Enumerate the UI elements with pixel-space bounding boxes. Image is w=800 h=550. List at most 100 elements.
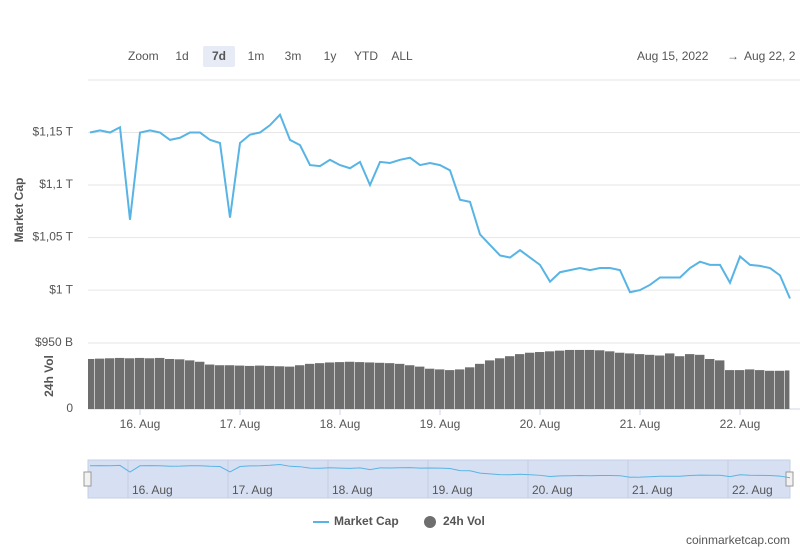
zoom-button[interactable]: 1d [175,49,188,63]
zoom-button[interactable]: 1m [248,49,265,63]
volume-bar [685,354,695,409]
volume-bar [305,363,315,409]
x-tick-label: 20. Aug [520,417,561,431]
navigator-label: 21. Aug [632,483,673,497]
x-tick-label: 17. Aug [220,417,261,431]
volume-bar [175,359,185,409]
volume-bar [245,365,255,409]
zoom-button[interactable]: 7d [212,49,226,63]
volume-bar [545,351,555,409]
volume-bar [155,357,165,409]
volume-bar [205,364,215,409]
volume-bar [125,358,135,409]
x-tick-label: 18. Aug [320,417,361,431]
volume-bar [345,361,355,409]
volume-bar [225,365,235,409]
volume-bar [335,362,345,409]
y2-tick-label: 0 [66,401,73,415]
volume-bar [515,354,525,409]
x-tick-label: 22. Aug [720,417,761,431]
volume-bar [495,358,505,409]
volume-bar [445,370,455,409]
volume-bar [215,365,225,409]
legend-label[interactable]: Market Cap [334,514,399,528]
volume-bar [375,362,385,409]
volume-bar [505,356,515,409]
y2-tick-label: $950 B [35,335,73,349]
volume-bar [145,358,155,409]
volume-bar [775,370,785,409]
volume-bar [355,362,365,409]
volume-bar [665,353,675,409]
volume-bar [575,349,585,409]
volume-bar [105,358,115,409]
zoom-button-bg[interactable] [203,46,235,67]
volume-bar [185,360,195,409]
volume-bar [625,353,635,409]
navigator-label: 20. Aug [532,483,573,497]
volume-bar [255,365,265,409]
volume-bar [705,358,715,409]
zoom-button[interactable]: ALL [391,49,413,63]
volume-bar [415,366,425,409]
navigator-label: 19. Aug [432,483,473,497]
market-cap-line [89,112,791,299]
volume-bar [195,361,205,409]
volume-bar [88,358,95,409]
range-arrow: → [727,49,739,63]
volume-bar [765,370,775,409]
zoom-button[interactable]: 1y [324,49,337,63]
y-tick-label: $1,1 T [39,177,73,191]
volume-bar [425,368,435,409]
volume-bar [555,350,565,409]
y-tick-label: $1 T [49,282,73,296]
volume-bar [755,370,765,409]
legend-symbol [424,516,436,528]
legend-label[interactable]: 24h Vol [443,514,485,528]
volume-bar [485,360,495,409]
volume-bar [615,352,625,409]
volume-bar [525,352,535,409]
zoom-button[interactable]: 3m [285,49,302,63]
y-axis-label: Market Cap [12,178,26,243]
y-tick-label: $1,15 T [33,125,74,139]
credit[interactable]: coinmarketcap.com [686,533,790,547]
x-tick-label: 19. Aug [420,417,461,431]
navigator-label: 18. Aug [332,483,373,497]
volume-bar [285,366,295,409]
volume-bar [655,355,665,409]
volume-bar [635,354,645,409]
x-tick-label: 21. Aug [620,417,661,431]
volume-bar [465,367,475,409]
zoom-button[interactable]: YTD [354,49,378,63]
volume-bar [695,354,705,409]
y-tick-label: $1,05 T [33,230,74,244]
volume-bar [605,351,615,409]
volume-bar [715,360,725,409]
navigator-label: 22. Aug [732,483,773,497]
volume-bar [295,365,305,409]
volume-bar [325,362,335,409]
volume-bar [395,363,405,409]
volume-bar [735,370,745,409]
volume-bar [275,366,285,409]
navigator-handle[interactable] [785,471,794,487]
range-from: Aug 15, 2022 [637,49,709,63]
volume-bar [785,370,790,409]
volume-bar [745,369,755,409]
navigator-label: 17. Aug [232,483,273,497]
volume-bar [455,369,465,409]
volume-bar [115,357,125,409]
y2-axis-label: 24h Vol [42,355,56,397]
volume-bar [585,349,595,409]
navigator-line [89,463,791,479]
volume-bar [535,352,545,409]
volume-bar [265,365,275,409]
volume-bar [675,356,685,409]
navigator-handle[interactable] [83,471,92,487]
volume-bar [365,362,375,409]
range-to: Aug 22, 2 [744,49,796,63]
